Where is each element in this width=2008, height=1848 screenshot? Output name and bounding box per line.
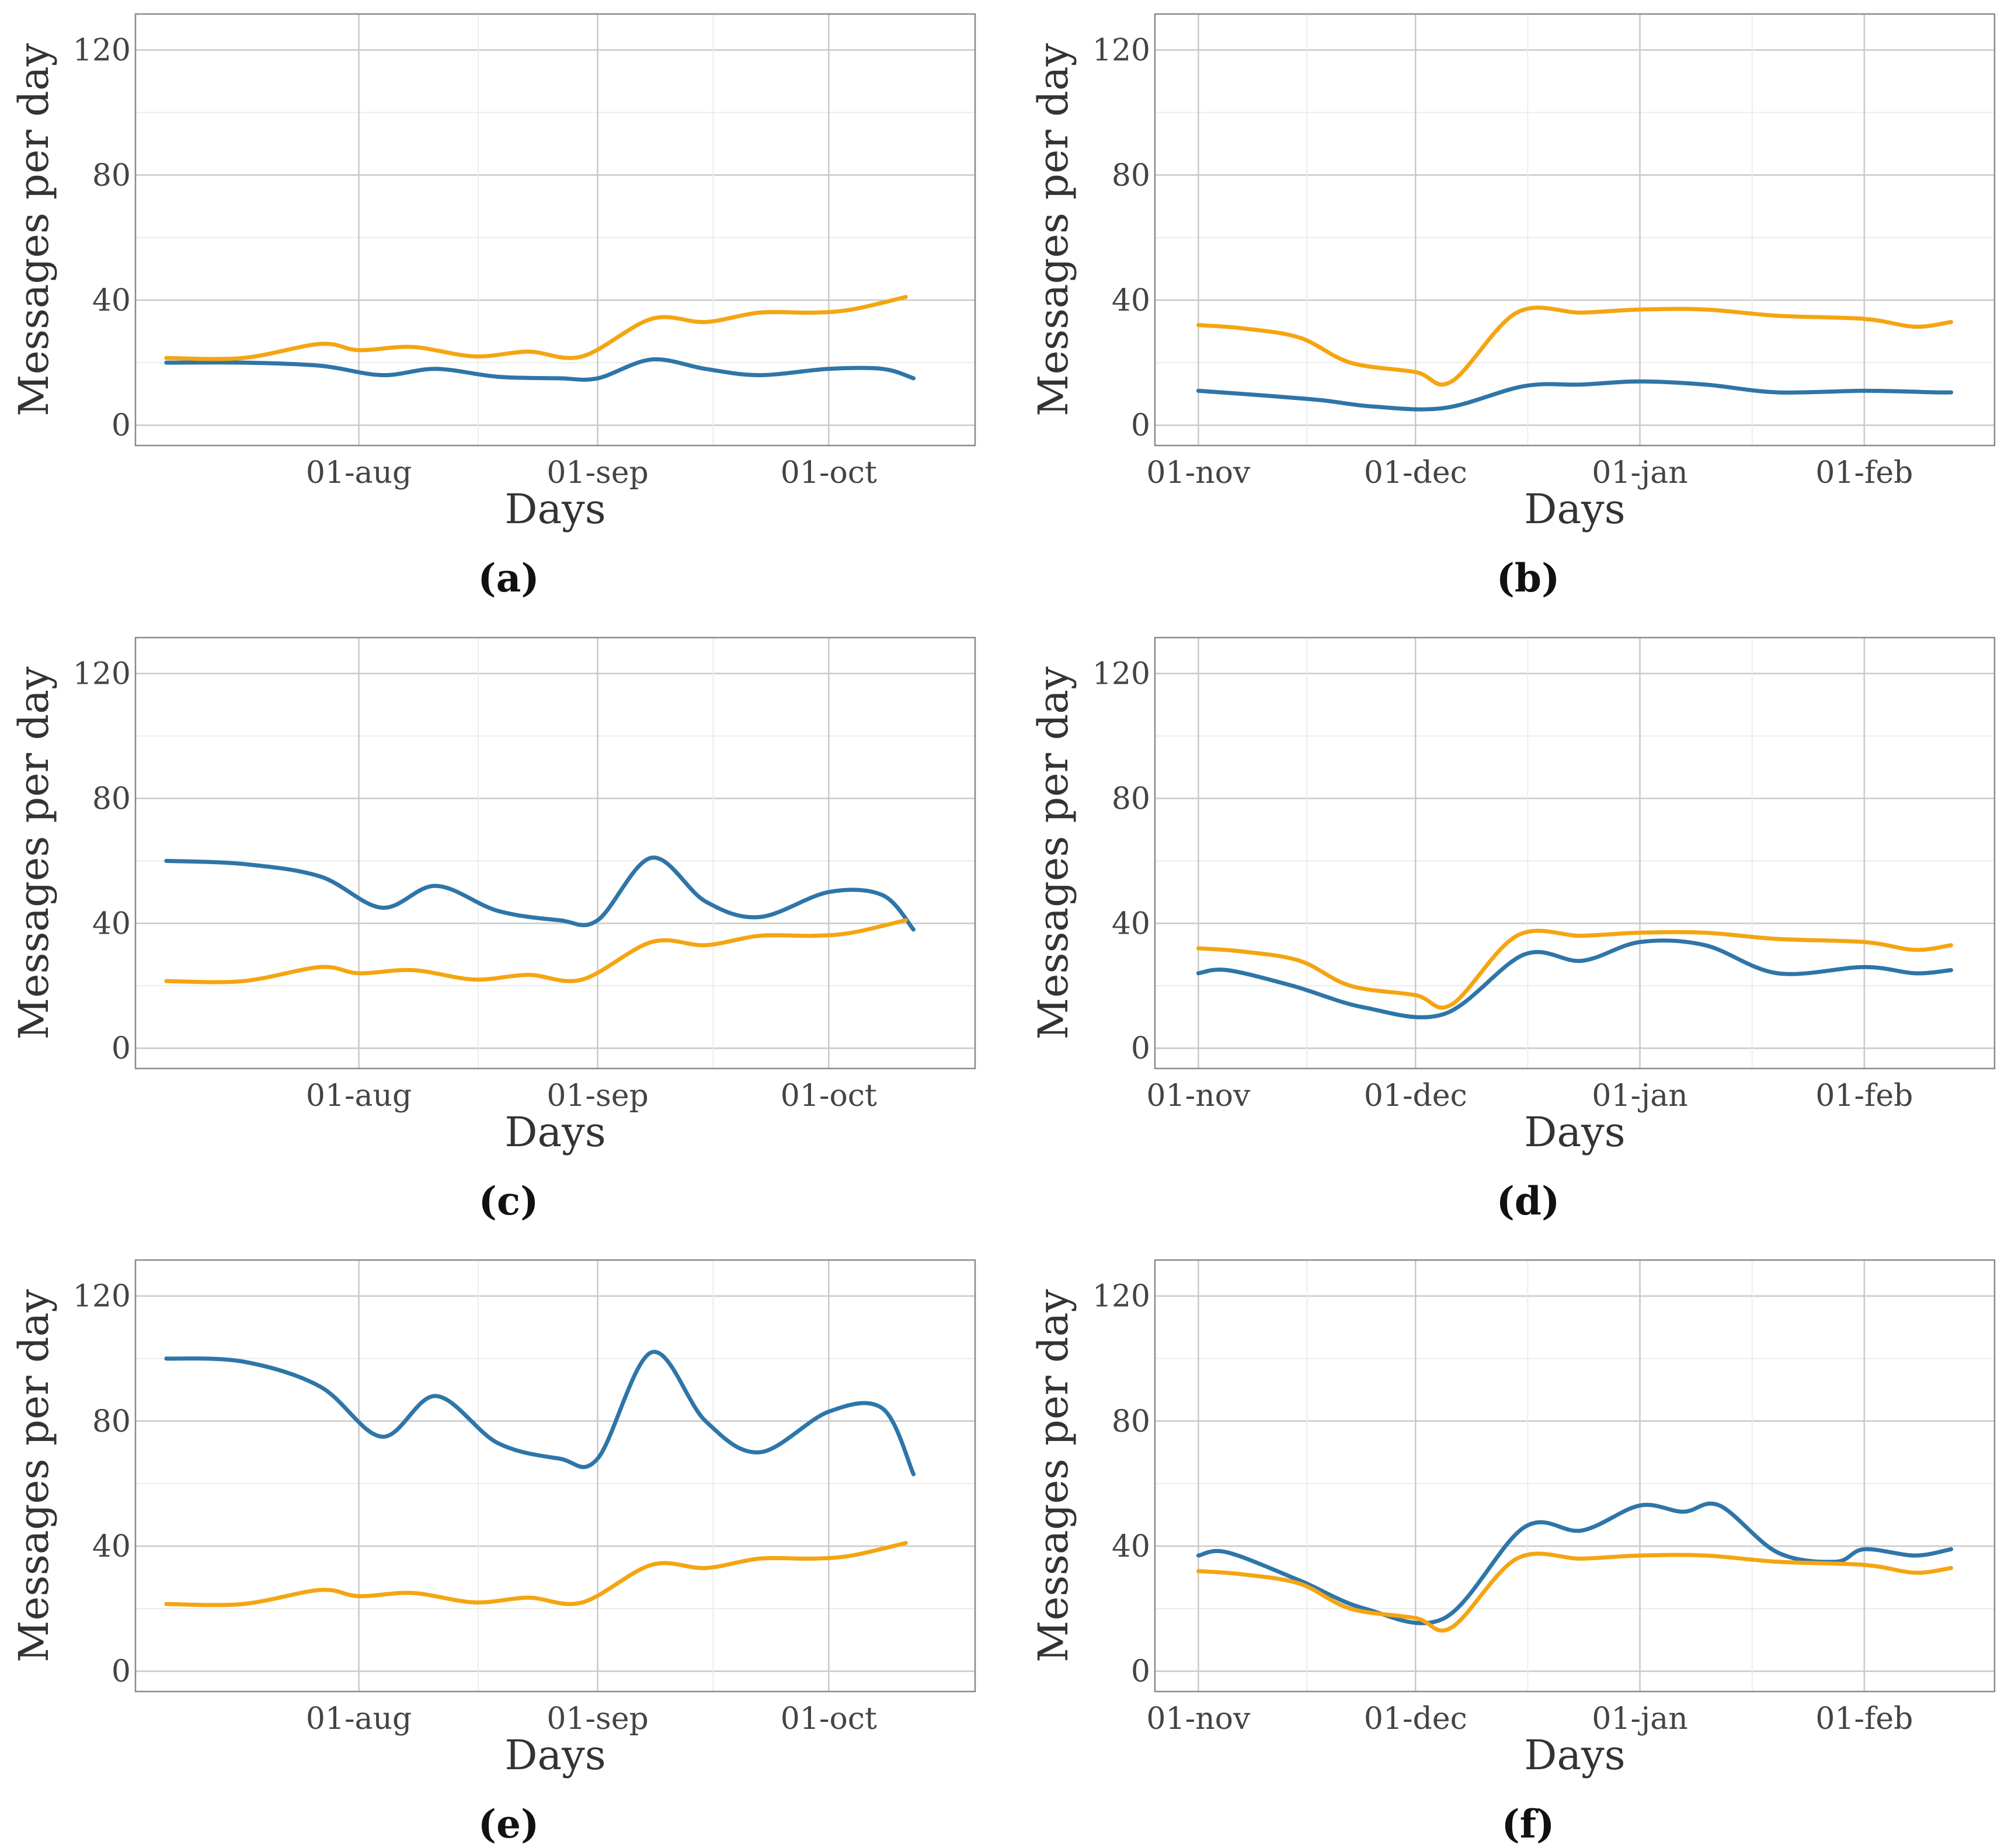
panel-label: (e) xyxy=(478,1801,539,1845)
y-axis-title: Messages per day xyxy=(10,1289,58,1662)
x-tick-label: 01-dec xyxy=(1364,1701,1467,1736)
x-tick-label: 01-dec xyxy=(1364,1078,1467,1113)
series-line-orange xyxy=(164,1541,908,1607)
series-line-orange xyxy=(1196,928,1954,1010)
y-tick-label: 0 xyxy=(112,1654,131,1689)
y-axis-title: Messages per day xyxy=(1029,1289,1077,1662)
x-tick-label: 01-aug xyxy=(306,455,412,490)
x-axis-title: Days xyxy=(1524,1108,1625,1156)
y-tick-label: 40 xyxy=(1112,1529,1150,1564)
series-line-blue xyxy=(164,1349,916,1477)
y-tick-label: 80 xyxy=(1112,781,1150,816)
plot-frame xyxy=(1154,636,1996,1070)
chart-panel-f: 0 40 80 120 01-nov 01-dec 01-jan 01-feb Days Mess… xyxy=(1029,1259,1996,1847)
x-tick-label: 01-feb xyxy=(1815,1701,1913,1736)
series-line-orange xyxy=(164,918,908,984)
x-tick-label: 01-oct xyxy=(781,455,877,490)
x-axis-title: Days xyxy=(1524,1731,1625,1779)
series-line-blue xyxy=(1196,379,1954,412)
x-axis-title: Days xyxy=(504,1108,605,1156)
plot-frame xyxy=(134,1259,976,1693)
x-axis-title: Days xyxy=(1524,485,1625,533)
panel-label: (f) xyxy=(1502,1801,1555,1845)
y-tick-label: 120 xyxy=(73,657,131,692)
y-tick-label: 40 xyxy=(92,1529,131,1564)
y-tick-label: 40 xyxy=(1112,906,1150,941)
chart-panel-a: 0 40 80 120 01-aug 01-sep 01-oct Days Messages p… xyxy=(10,13,976,601)
panel-label: (c) xyxy=(479,1178,539,1224)
series-line-blue xyxy=(164,855,916,932)
y-axis-title: Messages per day xyxy=(10,666,58,1040)
plot-frame xyxy=(134,636,976,1070)
plot-frame xyxy=(134,13,976,447)
y-tick-label: 0 xyxy=(1131,1031,1150,1066)
panel-label: (a) xyxy=(478,555,539,601)
series-line-orange xyxy=(164,295,908,361)
x-tick-label: 01-sep xyxy=(547,1701,648,1736)
y-tick-label: 0 xyxy=(112,1031,131,1066)
y-tick-label: 40 xyxy=(92,906,131,941)
y-axis-title: Messages per day xyxy=(10,43,58,416)
y-tick-label: 120 xyxy=(1092,1279,1150,1314)
x-tick-label: 01-feb xyxy=(1815,455,1913,490)
series-line-orange xyxy=(1196,305,1954,387)
x-tick-label: 01-feb xyxy=(1815,1078,1913,1113)
panel-label: (b) xyxy=(1497,555,1560,601)
x-tick-label: 01-nov xyxy=(1146,1701,1251,1736)
y-axis-title: Messages per day xyxy=(1029,43,1077,416)
x-tick-label: 01-oct xyxy=(781,1078,877,1113)
y-tick-label: 120 xyxy=(1092,657,1150,692)
panel-label: (d) xyxy=(1497,1178,1560,1224)
y-tick-label: 40 xyxy=(92,283,131,318)
y-tick-label: 0 xyxy=(1131,408,1150,443)
y-tick-label: 80 xyxy=(1112,1404,1150,1439)
chart-panel-d: 0 40 80 120 01-nov 01-dec 01-jan 01-feb Days Mess… xyxy=(1029,636,1996,1224)
y-tick-label: 80 xyxy=(92,781,131,816)
x-tick-label: 01-jan xyxy=(1592,1701,1687,1736)
y-tick-label: 80 xyxy=(1112,158,1150,193)
series-line-blue xyxy=(164,357,916,382)
x-tick-label: 01-sep xyxy=(547,1078,648,1113)
y-tick-label: 120 xyxy=(73,33,131,68)
x-tick-label: 01-aug xyxy=(306,1078,412,1113)
series-line-orange xyxy=(1196,1551,1954,1633)
y-tick-label: 0 xyxy=(112,408,131,443)
x-tick-label: 01-sep xyxy=(547,455,648,490)
y-tick-label: 80 xyxy=(92,158,131,193)
x-tick-label: 01-nov xyxy=(1146,455,1251,490)
y-tick-label: 0 xyxy=(1131,1654,1150,1689)
plot-frame xyxy=(1154,1259,1996,1693)
x-axis-title: Days xyxy=(504,1731,605,1779)
y-tick-label: 120 xyxy=(1092,33,1150,68)
chart-panel-c: 0 40 80 120 01-aug 01-sep 01-oct Days Messages p… xyxy=(10,636,976,1224)
series-line-blue xyxy=(1196,1501,1954,1626)
plot-frame xyxy=(1154,13,1996,447)
x-tick-label: 01-aug xyxy=(306,1701,412,1736)
x-tick-label: 01-nov xyxy=(1146,1078,1251,1113)
x-axis-title: Days xyxy=(504,485,605,533)
x-tick-label: 01-oct xyxy=(781,1701,877,1736)
y-axis-title: Messages per day xyxy=(1029,666,1077,1040)
chart-panel-e: 0 40 80 120 01-aug 01-sep 01-oct Days Messages p… xyxy=(10,1259,976,1847)
x-tick-label: 01-jan xyxy=(1592,455,1687,490)
y-tick-label: 120 xyxy=(73,1279,131,1314)
y-tick-label: 40 xyxy=(1112,283,1150,318)
y-tick-label: 80 xyxy=(92,1404,131,1439)
series-line-blue xyxy=(1196,938,1954,1019)
x-tick-label: 01-dec xyxy=(1364,455,1467,490)
x-tick-label: 01-jan xyxy=(1592,1078,1687,1113)
chart-panel-b: 0 40 80 120 01-nov 01-dec 01-jan 01-feb Days Mess… xyxy=(1029,13,1996,601)
